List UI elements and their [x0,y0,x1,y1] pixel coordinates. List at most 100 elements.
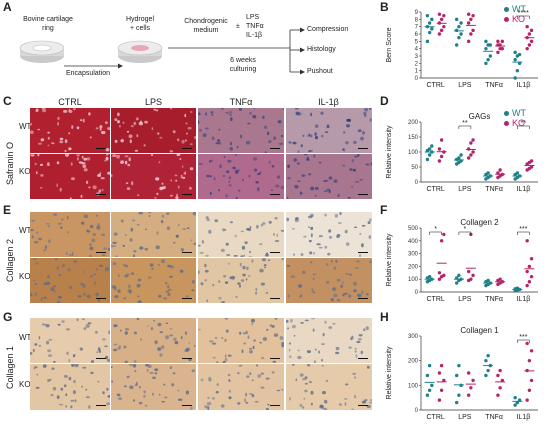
y-tick-label: 150 [408,135,419,141]
cell-nucleus [30,130,34,134]
cell-nucleus [332,322,336,325]
cell-nucleus [178,398,183,401]
cell-nucleus [39,187,43,189]
cell-nucleus [48,338,53,341]
cell-nucleus [136,283,141,288]
cell-nucleus [175,234,179,238]
cell-texture [198,154,284,199]
cell-nucleus [307,135,310,137]
cell-nucleus [60,226,63,229]
data-point-ko [500,378,505,383]
cell-nucleus [129,364,133,367]
data-point-ko [525,24,529,29]
cell-nucleus [204,279,207,282]
cell-nucleus [40,174,44,177]
cell-nucleus [218,296,222,300]
data-point-ko [500,39,505,44]
cell-nucleus [95,268,99,271]
panel-label-c: C [3,94,12,108]
cell-nucleus [47,144,50,147]
cell-nucleus [283,108,284,110]
cell-nucleus [65,154,69,157]
cell-nucleus [83,271,85,273]
cell-nucleus [200,282,204,286]
scale-bar [96,193,106,195]
cell-nucleus [199,128,202,132]
cell-nucleus [349,168,353,171]
data-point-ko [437,12,442,16]
cell-nucleus [211,113,214,116]
cell-nucleus [344,229,348,234]
cell-nucleus [235,196,238,199]
cell-nucleus [303,397,306,400]
significance-stars: ** [462,120,468,127]
data-point-ko [469,141,473,145]
cell-nucleus [113,324,118,328]
cell-texture [114,108,196,153]
cell-nucleus [298,284,303,288]
cell-nucleus [40,138,45,142]
scale-bar [358,297,368,299]
cell-nucleus [137,300,142,303]
cell-nucleus [52,387,57,391]
row-label-ko-col1: KO [19,380,31,389]
cell-nucleus [159,331,164,334]
y-tick-label: 9 [415,10,419,16]
column-header-il1b: IL-1β [318,97,339,107]
cell-nucleus [261,258,266,262]
cell-nucleus [365,326,369,331]
cell-nucleus [113,245,117,247]
cell-nucleus [158,294,162,298]
cell-nucleus [354,350,357,353]
cell-nucleus [34,292,37,297]
cell-nucleus [346,292,348,294]
cell-nucleus [205,216,209,220]
panel-label-e: E [3,203,12,217]
cell-nucleus [163,297,168,300]
cell-texture [111,364,195,410]
cell-nucleus [147,276,152,279]
cell-nucleus [127,163,131,167]
data-point-wt [513,76,517,80]
cell-nucleus [310,213,314,218]
cell-nucleus [43,296,47,299]
cell-nucleus [327,252,331,256]
cell-nucleus [205,127,209,130]
cell-nucleus [108,330,110,335]
cell-nucleus [57,295,62,299]
cell-nucleus [185,122,188,125]
cell-nucleus [156,231,159,235]
ring-label: Bovine cartilage ring [23,16,73,32]
cell-nucleus [101,188,104,192]
cell-nucleus [128,284,131,289]
cell-nucleus [215,391,219,394]
cell-nucleus [47,275,50,279]
cell-nucleus [310,226,314,230]
cell-nucleus [297,112,302,116]
cell-nucleus [254,168,258,172]
chart-title: Collagen 1 [460,326,499,335]
cell-nucleus [312,273,317,276]
cell-nucleus [112,262,117,266]
cell-nucleus [164,396,168,399]
histology-image-collagen1-wt-0 [30,318,110,363]
legend-ko-marker [504,17,509,22]
cell-nucleus [225,242,229,246]
cell-nucleus [113,343,118,346]
cell-nucleus [357,129,362,132]
cell-nucleus [321,134,324,138]
cell-nucleus [191,280,195,284]
cell-nucleus [330,259,333,263]
cell-nucleus [83,157,87,161]
cell-nucleus [235,154,237,156]
cell-nucleus [66,351,69,355]
cell-nucleus [88,186,91,189]
cell-nucleus [36,231,39,234]
cell-nucleus [134,370,137,373]
y-tick-label: 100 [408,277,419,283]
histology-image-safranin-wt-3 [286,108,372,153]
cell-nucleus [222,360,226,363]
cell-nucleus [240,134,243,139]
cell-nucleus [336,234,341,237]
cell-nucleus [117,120,120,124]
